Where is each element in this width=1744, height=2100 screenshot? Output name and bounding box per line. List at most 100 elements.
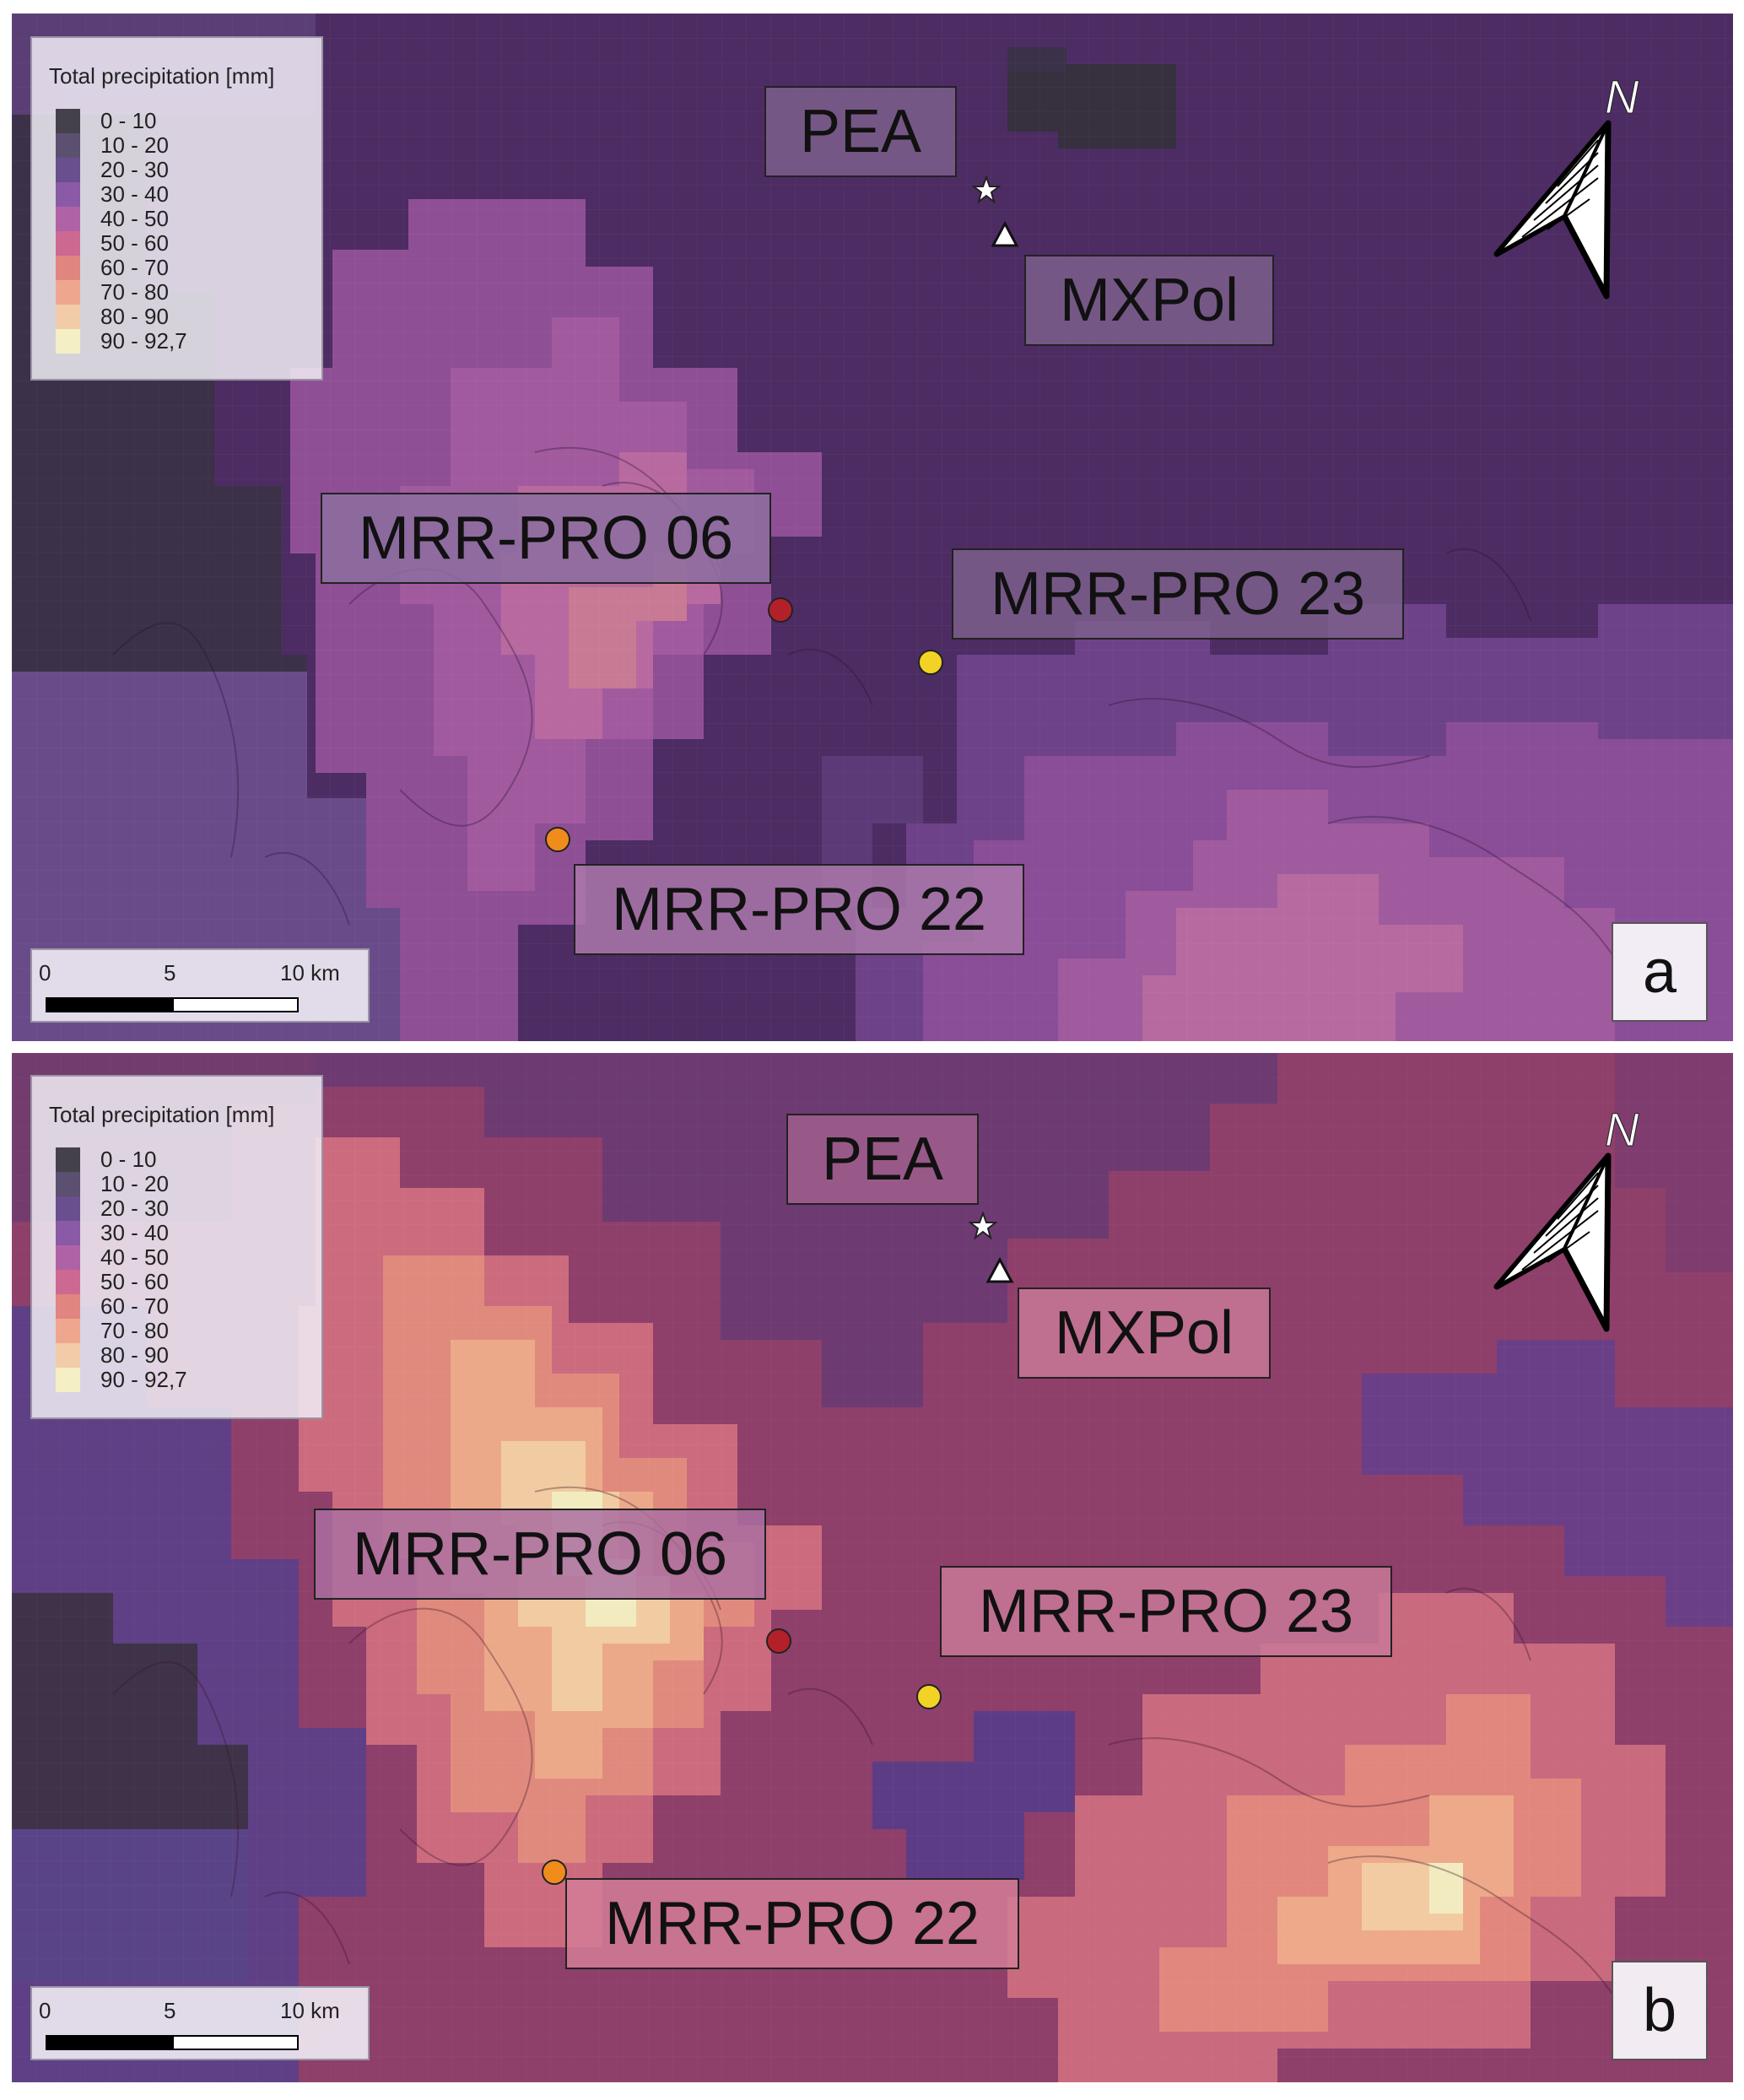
legend-item: 40 - 50 bbox=[56, 206, 169, 231]
legend-item: 0 - 10 bbox=[56, 1147, 157, 1172]
legend-label: 50 - 60 bbox=[100, 230, 169, 256]
legend-item: 40 - 50 bbox=[56, 1244, 169, 1270]
precipitation-map-a bbox=[12, 13, 1733, 1041]
mrr-pro-23-marker bbox=[918, 650, 943, 675]
site-label-mrr-pro-06: MRR-PRO 06 bbox=[321, 493, 771, 584]
legend-swatch bbox=[56, 133, 80, 158]
legend-swatch bbox=[56, 1294, 80, 1319]
site-label-mrr-pro-22: MRR-PRO 22 bbox=[574, 864, 1024, 955]
legend-label: 10 - 20 bbox=[100, 132, 169, 158]
scale-tick-10: 10 km bbox=[280, 1998, 340, 2023]
legend-item: 80 - 90 bbox=[56, 304, 169, 329]
site-label-mxpol: MXPol bbox=[1018, 1288, 1271, 1379]
scale-tick-5: 5 bbox=[164, 960, 176, 985]
legend-label: 20 - 30 bbox=[100, 157, 169, 182]
legend-title: Total precipitation [mm] bbox=[49, 1102, 275, 1127]
legend-swatch bbox=[56, 231, 80, 256]
legend-label: 60 - 70 bbox=[100, 255, 169, 280]
star-icon bbox=[972, 175, 1001, 204]
legend-swatch bbox=[56, 305, 80, 329]
site-label-mrr-pro-22: MRR-PRO 22 bbox=[565, 1878, 1019, 1969]
map-panel-a: Total precipitation [mm] 0 - 10 10 - 20 … bbox=[12, 13, 1733, 1041]
legend-label: 90 - 92,7 bbox=[100, 328, 187, 354]
legend-item: 80 - 90 bbox=[56, 1342, 169, 1368]
legend-item: 30 - 40 bbox=[56, 1220, 169, 1245]
legend-item: 60 - 70 bbox=[56, 255, 169, 280]
legend-item: 50 - 60 bbox=[56, 230, 169, 256]
legend-swatch bbox=[56, 158, 80, 182]
legend-label: 30 - 40 bbox=[100, 181, 169, 207]
panel-letter-a: a bbox=[1612, 922, 1708, 1022]
scale-bar: 0 5 10 km bbox=[30, 948, 370, 1023]
legend-swatch bbox=[56, 1245, 80, 1270]
legend-swatch bbox=[56, 1147, 80, 1172]
legend-item: 60 - 70 bbox=[56, 1293, 169, 1319]
legend-label: 50 - 60 bbox=[100, 1269, 169, 1294]
scale-bar-black-segment bbox=[46, 997, 172, 1012]
legend-label: 70 - 80 bbox=[100, 1318, 169, 1343]
legend-swatch bbox=[56, 329, 80, 354]
legend: Total precipitation [mm] 0 - 10 10 - 20 … bbox=[30, 36, 323, 381]
legend-item: 20 - 30 bbox=[56, 157, 169, 182]
north-letter: N bbox=[1605, 70, 1639, 123]
legend: Total precipitation [mm] 0 - 10 10 - 20 … bbox=[30, 1075, 323, 1419]
legend-label: 40 - 50 bbox=[100, 206, 169, 231]
scale-tick-0: 0 bbox=[39, 960, 51, 985]
site-label-mxpol: MXPol bbox=[1024, 255, 1274, 346]
scale-bar-black-segment bbox=[46, 2035, 172, 2050]
legend-swatch bbox=[56, 207, 80, 231]
scale-bar-white-segment bbox=[172, 2035, 299, 2050]
legend-item: 10 - 20 bbox=[56, 132, 169, 158]
legend-swatch bbox=[56, 1221, 80, 1245]
legend-swatch bbox=[56, 1172, 80, 1196]
site-label-pea: PEA bbox=[764, 86, 957, 177]
legend-swatch bbox=[56, 1196, 80, 1221]
legend-item: 70 - 80 bbox=[56, 279, 169, 305]
site-label-mrr-pro-23: MRR-PRO 23 bbox=[940, 1566, 1392, 1657]
map-panel-b: Total precipitation [mm] 0 - 10 10 - 20 … bbox=[12, 1053, 1733, 2082]
star-icon bbox=[969, 1212, 997, 1240]
legend-label: 60 - 70 bbox=[100, 1293, 169, 1319]
legend-swatch bbox=[56, 1343, 80, 1368]
site-label-mrr-pro-06: MRR-PRO 06 bbox=[314, 1509, 766, 1600]
legend-item: 90 - 92,7 bbox=[56, 1367, 187, 1392]
legend-swatch bbox=[56, 1319, 80, 1343]
mrr-pro-22-marker bbox=[542, 1860, 567, 1885]
triangle-icon bbox=[985, 1257, 1014, 1283]
legend-item: 70 - 80 bbox=[56, 1318, 169, 1343]
legend-item: 0 - 10 bbox=[56, 108, 157, 133]
scale-tick-5: 5 bbox=[164, 1998, 176, 2023]
legend-title: Total precipitation [mm] bbox=[49, 63, 275, 89]
mrr-pro-06-marker bbox=[768, 597, 793, 623]
legend-swatch bbox=[56, 109, 80, 133]
legend-swatch bbox=[56, 280, 80, 305]
legend-swatch bbox=[56, 182, 80, 207]
panel-letter-b: b bbox=[1612, 1961, 1708, 2060]
north-letter: N bbox=[1605, 1103, 1639, 1156]
legend-label: 0 - 10 bbox=[100, 108, 157, 133]
legend-swatch bbox=[56, 1368, 80, 1392]
site-label-pea: PEA bbox=[786, 1114, 979, 1205]
mrr-pro-23-marker bbox=[916, 1684, 942, 1709]
legend-item: 20 - 30 bbox=[56, 1196, 169, 1221]
scale-tick-0: 0 bbox=[39, 1998, 51, 2023]
legend-label: 0 - 10 bbox=[100, 1147, 157, 1172]
legend-label: 90 - 92,7 bbox=[100, 1367, 187, 1392]
legend-swatch bbox=[56, 1270, 80, 1294]
scale-tick-10: 10 km bbox=[280, 960, 340, 985]
legend-label: 20 - 30 bbox=[100, 1196, 169, 1221]
legend-label: 40 - 50 bbox=[100, 1244, 169, 1270]
mrr-pro-22-marker bbox=[545, 827, 570, 852]
north-arrow-icon: N bbox=[1493, 70, 1640, 300]
triangle-icon bbox=[991, 221, 1019, 247]
legend-item: 90 - 92,7 bbox=[56, 328, 187, 354]
site-label-mrr-pro-23: MRR-PRO 23 bbox=[952, 548, 1404, 640]
legend-item: 10 - 20 bbox=[56, 1171, 169, 1196]
legend-label: 80 - 90 bbox=[100, 1342, 169, 1368]
legend-label: 10 - 20 bbox=[100, 1171, 169, 1196]
scale-bar-white-segment bbox=[172, 997, 299, 1012]
scale-bar: 0 5 10 km bbox=[30, 1986, 370, 2060]
legend-label: 80 - 90 bbox=[100, 304, 169, 329]
legend-label: 30 - 40 bbox=[100, 1220, 169, 1245]
legend-label: 70 - 80 bbox=[100, 279, 169, 305]
